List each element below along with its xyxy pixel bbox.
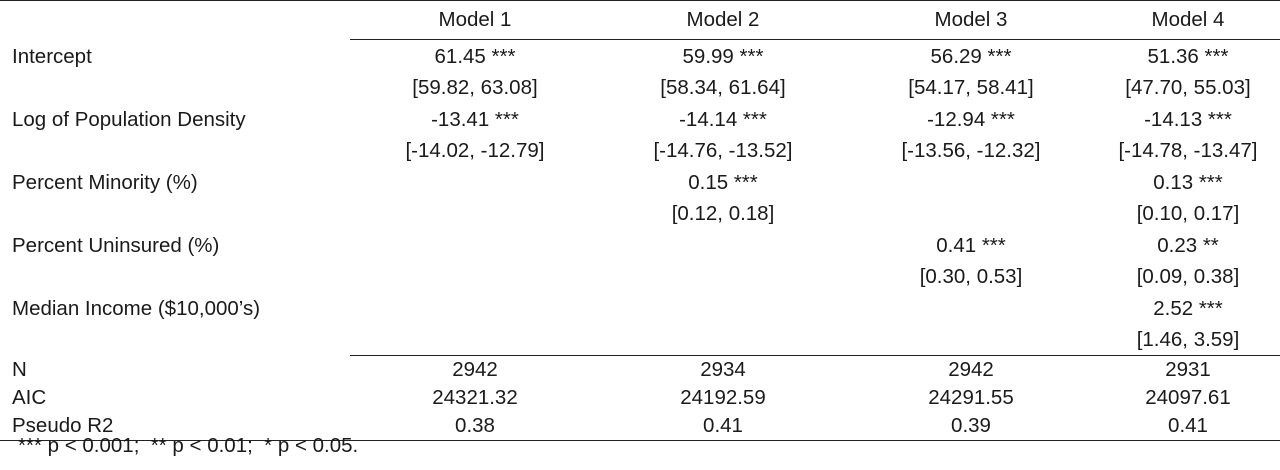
- stat-label: N: [12, 357, 27, 381]
- estimate-cell: 0.23 **: [1157, 234, 1219, 257]
- ci-cell: [350, 198, 600, 229]
- table-row-percent-uninsured: Percent Uninsured (%) 0.41 *** 0.23 **: [0, 229, 1280, 261]
- table-row-log-population-density: Log of Population Density -13.41 *** -14…: [0, 103, 1280, 135]
- stat-label: Pseudo R2: [0, 412, 350, 441]
- ci-cell: [846, 198, 1096, 229]
- table-row-n: N 2942 2934 2942 2931: [0, 355, 1280, 384]
- stat-label: AIC: [12, 386, 47, 409]
- row-label: Intercept: [12, 44, 92, 68]
- row-label-empty: [0, 261, 350, 292]
- row-label: Percent Uninsured (%): [12, 234, 220, 257]
- table-row-aic: AIC 24321.32 24192.59 24291.55 24097.61: [0, 384, 1280, 412]
- stat-cell: 24321.32: [432, 386, 518, 409]
- ci-cell: [54.17, 58.41]: [908, 75, 1034, 99]
- stat-cell: 0.41: [1096, 412, 1280, 441]
- ci-cell: [-14.78, -13.47]: [1118, 138, 1258, 162]
- estimate-cell: 0.15 ***: [688, 171, 758, 194]
- row-label-empty: [0, 135, 350, 166]
- ci-cell: [0.09, 0.38]: [1136, 264, 1240, 288]
- ci-cell: [846, 324, 1096, 356]
- ci-cell: [-14.02, -12.79]: [405, 138, 545, 162]
- estimate-cell: 2.52 ***: [1153, 297, 1223, 320]
- row-label-empty: [0, 324, 350, 356]
- ci-cell: [59.82, 63.08]: [412, 75, 538, 99]
- significance-note: *** p < 0.001; ** p < 0.01; * p < 0.05.: [18, 434, 359, 457]
- estimate-cell: -12.94 ***: [927, 108, 1015, 131]
- column-header-model-1: Model 1: [350, 0, 600, 40]
- row-label-empty: [0, 198, 350, 229]
- row-label: Median Income ($10,000’s): [12, 297, 261, 320]
- estimate-cell: -14.14 ***: [679, 108, 767, 131]
- stat-cell: 24291.55: [928, 386, 1014, 409]
- ci-cell: [-14.76, -13.52]: [653, 138, 793, 162]
- ci-cell: [600, 324, 846, 356]
- estimate-cell: 59.99 ***: [682, 45, 764, 68]
- estimate-cell: [350, 292, 600, 324]
- column-header-model-3: Model 3: [846, 0, 1096, 40]
- estimate-cell: [350, 229, 600, 261]
- table-row-intercept-ci: [59.82, 63.08] [58.34, 61.64] [54.17, 58…: [0, 72, 1280, 103]
- table-row-pseudo-r2: Pseudo R2 0.38 0.41 0.39 0.41: [0, 412, 1280, 441]
- estimate-cell: [600, 229, 846, 261]
- stat-cell: 2942: [846, 355, 1096, 384]
- column-header-model-4: Model 4: [1096, 0, 1280, 40]
- table-row-median-income: Median Income ($10,000’s) 2.52 ***: [0, 292, 1280, 324]
- table-row-median-income-ci: [1.46, 3.59]: [0, 324, 1280, 356]
- table-row-percent-uninsured-ci: [0.30, 0.53] [0.09, 0.38]: [0, 261, 1280, 292]
- stat-cell: 0.41: [600, 412, 846, 441]
- ci-cell: [350, 261, 600, 292]
- ci-cell: [58.34, 61.64]: [660, 75, 786, 99]
- estimate-cell: [350, 166, 600, 198]
- regression-table: Model 1 Model 2 Model 3 Model 4 Intercep…: [0, 0, 1280, 441]
- estimate-cell: [600, 292, 846, 324]
- stat-cell: 24097.61: [1145, 386, 1231, 409]
- stat-cell: 2934: [600, 355, 846, 384]
- stat-cell: 2931: [1096, 355, 1280, 384]
- stat-cell: 2942: [350, 355, 600, 384]
- ci-cell: [0.10, 0.17]: [1136, 201, 1240, 225]
- estimate-cell: 61.45 ***: [434, 45, 516, 68]
- estimate-cell: [846, 292, 1096, 324]
- column-header-model-2: Model 2: [600, 0, 846, 40]
- ci-cell: [0.12, 0.18]: [671, 201, 775, 225]
- header-row: Model 1 Model 2 Model 3 Model 4: [0, 0, 1280, 40]
- ci-cell: [350, 324, 600, 356]
- table-row-log-population-density-ci: [-14.02, -12.79] [-14.76, -13.52] [-13.5…: [0, 135, 1280, 166]
- ci-cell: [0.30, 0.53]: [919, 264, 1023, 288]
- row-label: Log of Population Density: [12, 108, 246, 131]
- estimate-cell: -14.13 ***: [1144, 108, 1232, 131]
- header-blank-cell: [0, 0, 350, 40]
- estimate-cell: 0.13 ***: [1153, 171, 1223, 194]
- table-row-percent-minority: Percent Minority (%) 0.15 *** 0.13 ***: [0, 166, 1280, 198]
- stat-cell: 24192.59: [680, 386, 766, 409]
- ci-cell: [-13.56, -12.32]: [901, 138, 1041, 162]
- ci-cell: [1.46, 3.59]: [1136, 327, 1240, 351]
- ci-cell: [47.70, 55.03]: [1125, 75, 1251, 99]
- estimate-cell: 51.36 ***: [1147, 45, 1229, 68]
- estimate-cell: 0.41 ***: [936, 234, 1006, 257]
- ci-cell: [600, 261, 846, 292]
- estimate-cell: [846, 166, 1096, 198]
- table-row-percent-minority-ci: [0.12, 0.18] [0.10, 0.17]: [0, 198, 1280, 229]
- row-label: Percent Minority (%): [12, 171, 198, 194]
- estimate-cell: 56.29 ***: [930, 45, 1012, 68]
- stat-cell: 0.39: [846, 412, 1096, 441]
- table-row-intercept: Intercept 61.45 *** 59.99 *** 56.29 *** …: [0, 40, 1280, 73]
- stat-cell: 0.38: [350, 412, 600, 441]
- row-label-empty: [0, 72, 350, 103]
- estimate-cell: -13.41 ***: [431, 108, 519, 131]
